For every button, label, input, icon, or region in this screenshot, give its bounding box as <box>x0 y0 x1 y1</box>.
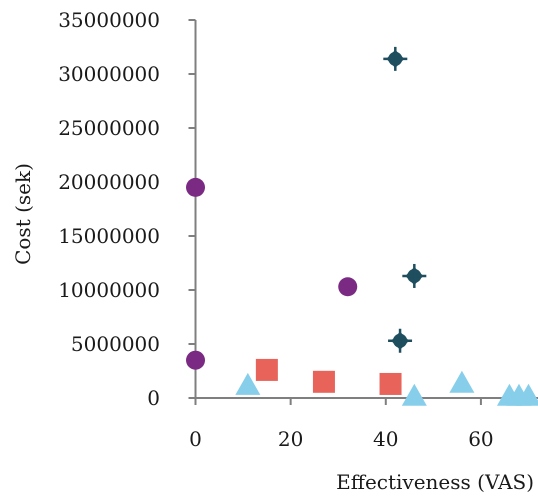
circle-point <box>186 350 206 370</box>
circle-point <box>338 277 358 297</box>
x-tick-label: 40 <box>373 427 398 451</box>
y-tick-label: 25000000 <box>58 116 160 140</box>
plot-markers <box>186 46 538 406</box>
x-tick-label: 20 <box>278 427 303 451</box>
y-axis: 0 5000000 10000000 15000000 20000000 25000000… <box>58 8 197 410</box>
square-point <box>255 358 278 381</box>
x-tick-label: 0 <box>189 427 202 451</box>
y-axis-title: Cost (sek) <box>11 163 35 265</box>
triangle-point <box>515 383 538 406</box>
circle-point <box>186 177 206 197</box>
diamond-point <box>383 46 408 71</box>
triangle-point <box>401 383 427 406</box>
diamond-point <box>388 328 413 353</box>
diamond-point <box>402 263 427 288</box>
square-point <box>379 372 402 395</box>
triangle-point <box>235 372 261 395</box>
y-tick-label: 15000000 <box>58 224 160 248</box>
square-point <box>312 370 335 393</box>
x-tick-label: 60 <box>468 427 493 451</box>
y-tick-label: 30000000 <box>58 62 160 86</box>
x-axis-title: Effectiveness (VAS) <box>336 470 534 494</box>
y-tick-label: 5000000 <box>71 332 160 356</box>
x-axis: 0 20 40 60 <box>189 397 538 451</box>
triangle-point <box>449 370 475 393</box>
y-tick-label: 20000000 <box>58 170 160 194</box>
y-tick-label: 0 <box>147 386 160 410</box>
y-tick-label: 10000000 <box>58 278 160 302</box>
y-tick-label: 35000000 <box>58 8 160 32</box>
